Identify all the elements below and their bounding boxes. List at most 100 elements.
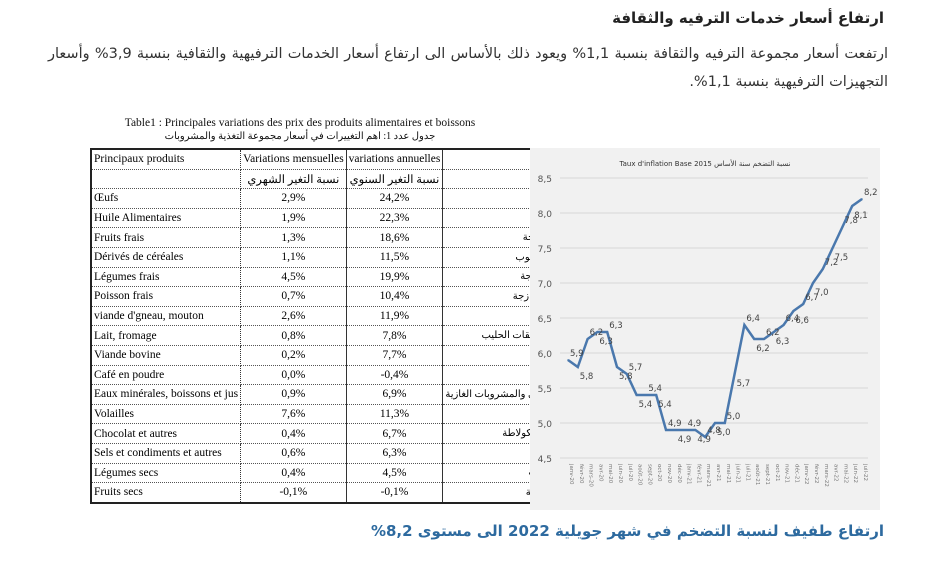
cell-col1: 7,6% [240,404,347,425]
data-label: 4,9 [678,435,692,445]
price-variations-table: Principaux produits Variations mensuelles… [90,148,587,504]
data-point [733,373,736,375]
x-tick-label: déc-20 [676,464,683,483]
cell-col0 [91,169,242,190]
x-tick-label: avr-21 [715,464,721,482]
cell-col0: Chocolat et autres [91,423,242,444]
cell-col1: 1,1% [240,247,347,268]
table-header-row: Principaux produits Variations mensuelles… [91,149,586,170]
data-point [596,331,599,333]
cell-col0: Poisson frais [91,286,242,307]
x-tick-label: juil-22 [862,463,868,481]
y-tick-label: 6,5 [538,315,552,325]
cell-col2: 19,9% [346,267,444,288]
cell-col1: 0,6% [240,443,347,464]
data-point [743,324,746,326]
cell-col1: 0,4% [240,463,347,484]
cell-col0: Café en poudre [91,365,242,386]
data-point [773,331,775,333]
data-label: 6,7 [805,293,819,303]
data-label: 8,1 [854,211,868,221]
data-label: 5,4 [639,400,653,410]
cell-col1: 0,2% [240,345,347,366]
y-tick-label: 5,0 [538,420,553,430]
cell-col2: -0,4% [346,365,444,386]
x-tick-label: mars-22 [823,464,829,487]
x-tick-label: mai-22 [842,464,848,483]
data-label: 6,2 [590,328,604,338]
data-label: 5,8 [580,372,594,382]
x-tick-label: juil-21 [744,463,750,481]
data-label: 4,8 [707,426,721,436]
cell-col2: 11,5% [346,247,444,268]
cell-col0: Viande bovine [91,345,242,366]
cell-col1: 0,8% [240,325,347,346]
data-label: 5,7 [629,363,643,373]
data-point [626,373,628,375]
data-point [802,303,804,305]
x-tick-label: août-20 [637,464,644,486]
cell-col1: 0,7% [240,286,347,307]
data-label: 6,4 [746,314,760,324]
data-point [684,429,687,431]
x-tick-label: mai-21 [725,464,731,483]
data-label: 5,4 [648,384,662,394]
x-tick-label: juil-20 [627,463,633,482]
table-row: Fruits secs-0,1%-0,1%الفواكه الجافة [91,482,586,504]
x-tick-label: déc-21 [793,464,800,483]
x-tick-label: janv-21 [686,463,692,484]
data-label: 6,3 [609,321,623,331]
x-tick-label: juin-22 [852,463,858,483]
data-point [792,310,795,312]
data-point [577,366,579,368]
data-point [763,338,765,340]
cell-col2: 6,9% [346,384,444,405]
y-tick-label: 7,0 [538,280,553,290]
data-point [704,436,706,438]
cell-col2: 11,3% [346,404,444,425]
cell-col0: Lait, fromage [91,325,242,346]
data-label: 5,7 [737,379,751,389]
table-title-ar: جدول عدد 1: اهم التغييرات في أسعار مجموع… [164,131,436,142]
data-point [665,429,667,431]
cell-col2: 7,7% [346,345,444,366]
cell-col2: variations annuelles [346,149,444,170]
data-point [567,359,569,361]
inflation-chart: Taux d'inflation Base 2015 نسبة التضخم س… [530,148,880,510]
chart-caption: ارتفاع طفيف لنسبة التضخم في شهر جويلية 2… [370,522,884,540]
data-label: 7,2 [825,258,839,268]
x-tick-label: juin-21 [735,463,741,483]
data-label: 6,4 [786,314,800,324]
x-tick-label: juin-20 [617,463,623,484]
cell-col2: 11,9% [346,306,444,327]
cell-col1: -0,1% [240,482,347,504]
table-title-fr: Table1 : Principales variations des prix… [124,117,476,129]
data-label: 6,2 [756,344,770,354]
y-tick-label: 6,0 [538,350,553,360]
data-point [831,247,834,249]
x-tick-label: mars-20 [588,464,594,487]
data-label: 7,8 [844,216,858,226]
x-tick-label: août-21 [754,464,761,485]
data-point [822,268,824,270]
x-tick-label: janv-22 [803,463,809,484]
cell-col0: Eaux minérales, boissons et jus [91,384,242,405]
cell-col2: 10,4% [346,286,444,307]
cell-col1: 0,9% [240,384,347,405]
data-label: 6,3 [776,337,790,347]
x-tick-label: nov-20 [666,464,672,483]
x-tick-label: sept-21 [764,464,770,485]
x-tick-label: sept-20 [646,464,652,485]
cell-col0: Sels et condiments et autres [91,443,242,464]
data-point [812,282,814,284]
data-point [694,429,697,431]
data-point [851,205,853,207]
